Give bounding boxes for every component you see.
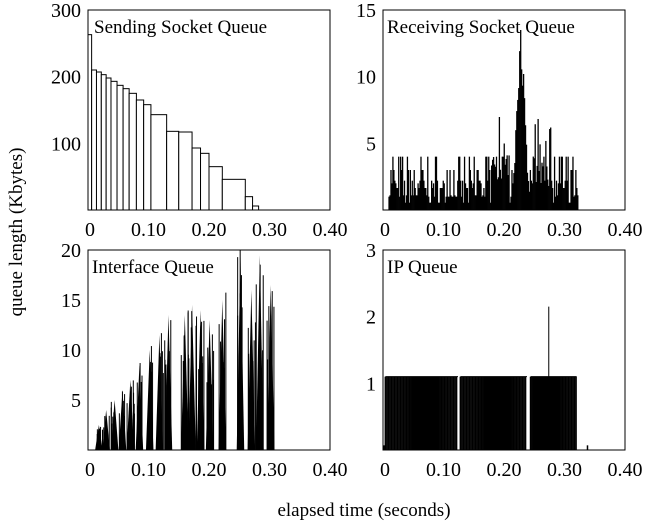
y-tick-label: 20	[61, 240, 81, 262]
histogram-bar	[143, 104, 152, 211]
tick-labels: 0 0.10 0.20 0.30 0.40 100 200 300	[51, 0, 348, 241]
y-tick-label: 15	[61, 290, 81, 312]
queue-burst	[95, 425, 103, 450]
y-axis-label: queue length (Kbytes)	[6, 148, 27, 317]
panel-interface-queue: Interface Queue 0 0.10 0.20 0.30 0.40 5 10 15 20	[61, 240, 348, 481]
x-tick-label: 0.10	[426, 459, 461, 481]
panel-title: IP Queue	[387, 257, 458, 278]
chart-marks	[95, 250, 275, 450]
x-tick-label: 0	[85, 219, 95, 241]
panel-receiving-socket-queue: Receiving Socket Queue 0 0.10 0.20 0.30 0.40…	[356, 0, 643, 241]
x-tick-label: 0.30	[252, 219, 287, 241]
y-tick-label: 300	[51, 0, 81, 22]
tick-labels: 0 0.10 0.20 0.30 0.40 1 2 3	[366, 240, 643, 481]
panel-title: Receiving Socket Queue	[387, 17, 575, 38]
x-tick-label: 0.30	[547, 219, 582, 241]
y-tick-label: 1	[366, 373, 376, 395]
panel-title: Interface Queue	[92, 257, 214, 278]
histogram-bar	[166, 130, 180, 211]
y-tick-label: 5	[71, 390, 81, 412]
histogram-bar	[91, 69, 97, 211]
histogram-bar	[178, 131, 193, 211]
histogram-bar	[110, 80, 118, 211]
x-tick-label: 0.30	[252, 459, 287, 481]
histogram-bar	[252, 205, 260, 211]
histogram-bar	[200, 152, 210, 211]
chart-marks	[87, 34, 260, 211]
y-tick-label: 100	[51, 133, 81, 155]
histogram-bar	[150, 114, 168, 211]
panel-sending-socket-queue: Sending Socket Queue 0 0.10 0.20 0.30 0.40 10…	[51, 0, 348, 241]
histogram-bar	[135, 99, 145, 211]
y-tick-label: 2	[366, 307, 376, 329]
x-tick-label: 0	[380, 459, 390, 481]
histogram-bar	[191, 147, 202, 211]
queue-burst	[102, 410, 110, 450]
histogram-bar	[95, 71, 102, 211]
x-tick-label: 0.20	[192, 459, 227, 481]
x-tick-label: 0.10	[131, 219, 166, 241]
histogram-bar	[208, 166, 223, 211]
histogram-bar	[221, 178, 246, 211]
panel-ip-queue: IP Queue 0 0.10 0.20 0.30 0.40 1 2 3	[366, 240, 643, 481]
histogram-bar	[87, 34, 93, 211]
x-axis-label: elapsed time (seconds)	[277, 500, 450, 521]
x-tick-label: 0.20	[192, 219, 227, 241]
histogram-bar	[128, 92, 137, 211]
x-tick-label: 0	[380, 219, 390, 241]
histogram-bar	[116, 84, 124, 211]
y-tick-label: 5	[366, 133, 376, 155]
x-tick-label: 0.40	[313, 459, 348, 481]
histogram-bar	[122, 88, 130, 211]
chart-marks	[388, 30, 579, 210]
x-tick-label: 0.10	[426, 219, 461, 241]
y-tick-label: 3	[366, 240, 376, 262]
histogram-bar	[105, 77, 112, 211]
x-tick-label: 0	[85, 459, 95, 481]
y-tick-label: 15	[356, 0, 376, 22]
chart-marks	[383, 306, 589, 450]
histogram-bar	[244, 196, 254, 211]
x-tick-label: 0.40	[608, 459, 643, 481]
x-tick-label: 0.40	[313, 219, 348, 241]
x-tick-label: 0.20	[487, 459, 522, 481]
x-tick-label: 0.30	[547, 459, 582, 481]
panel-title: Sending Socket Queue	[94, 17, 267, 38]
histogram-bar	[100, 74, 107, 211]
y-tick-label: 10	[61, 340, 81, 362]
x-tick-label: 0.20	[487, 219, 522, 241]
tick-labels: 0 0.10 0.20 0.30 0.40 5 10 15 20	[61, 240, 348, 481]
y-tick-label: 10	[356, 67, 376, 89]
queue-burst	[126, 380, 135, 450]
y-tick-label: 200	[51, 67, 81, 89]
tick-labels: 0 0.10 0.20 0.30 0.40 5 10 15	[356, 0, 643, 241]
x-tick-label: 0.40	[608, 219, 643, 241]
x-tick-label: 0.10	[131, 459, 166, 481]
